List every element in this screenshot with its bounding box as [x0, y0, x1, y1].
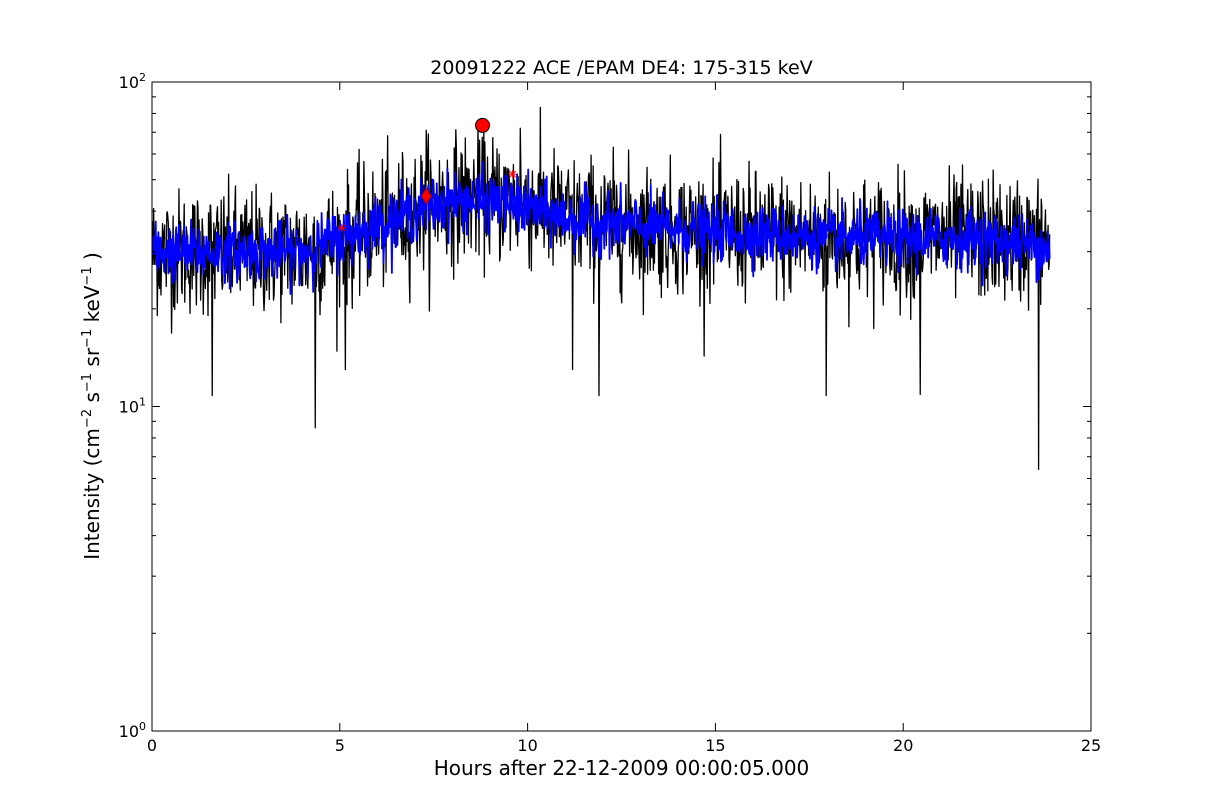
y-axis-label: Intensity (cm−2 s−1 sr−1 keV−1 ) — [80, 252, 104, 560]
star-marker — [337, 223, 346, 232]
peak-marker — [475, 117, 491, 133]
series-line-smoothed — [152, 161, 1051, 295]
series-line-raw — [152, 106, 1051, 471]
y-tick-label: 102 — [119, 71, 146, 92]
star-marker — [508, 170, 517, 179]
x-tick-label: 25 — [1081, 736, 1101, 755]
x-tick-label: 20 — [893, 736, 913, 755]
x-tick-label: 10 — [517, 736, 537, 755]
x-axis-label: Hours after 22-12-2009 00:00:05.000 — [434, 756, 810, 780]
y-tick-label: 100 — [119, 720, 146, 741]
onset-marker — [420, 187, 432, 205]
y-tick-label: 101 — [119, 396, 146, 417]
x-tick-label: 0 — [147, 736, 157, 755]
x-tick-label: 15 — [705, 736, 725, 755]
x-tick-label: 5 — [335, 736, 345, 755]
chart-title: 20091222 ACE /EPAM DE4: 175-315 keV — [430, 57, 812, 79]
